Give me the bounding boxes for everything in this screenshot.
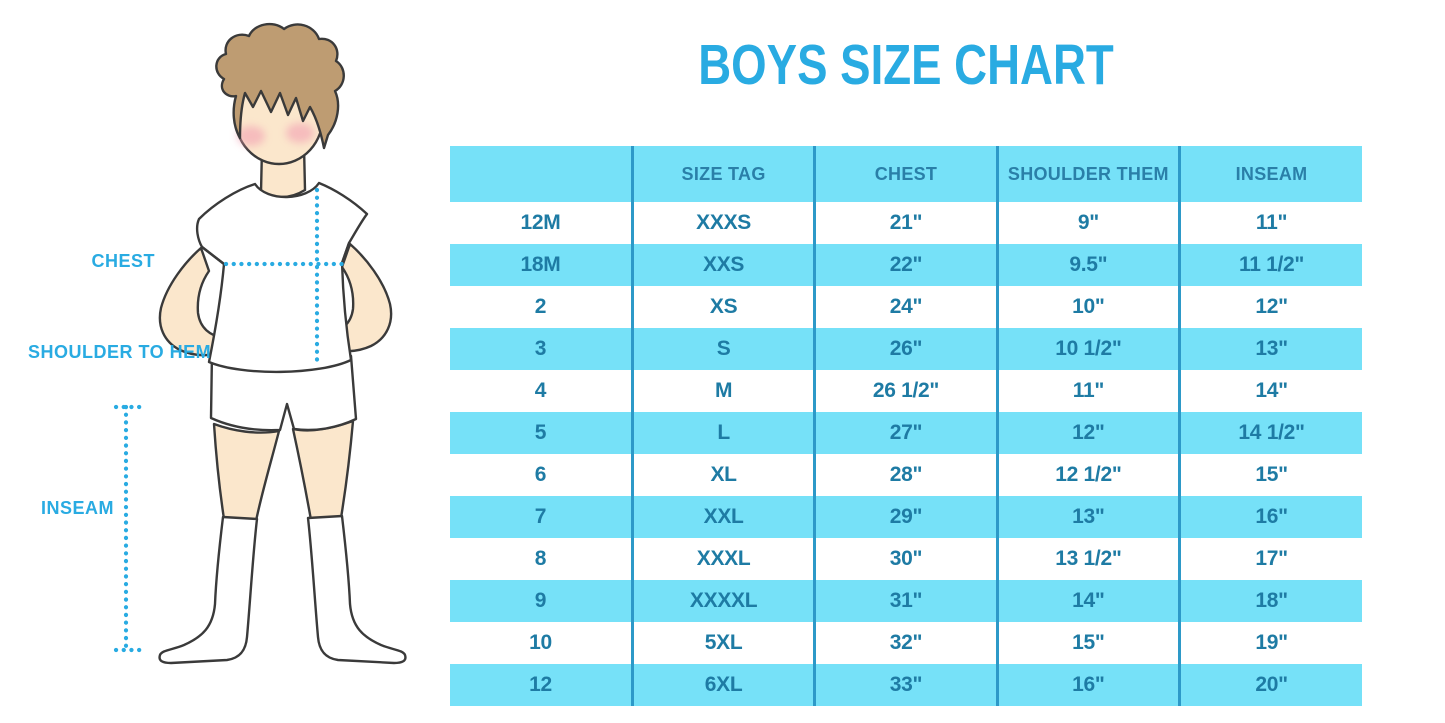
cell-age: 10 xyxy=(529,631,552,654)
cell-inseam: 11" xyxy=(1178,202,1362,244)
cell-size-tag: XXXL xyxy=(630,538,815,580)
cell-shoulder-hem: 13 1/2" xyxy=(995,538,1180,580)
cell-shoulder-hem: 12 1/2" xyxy=(995,454,1180,496)
boy-illustration-svg xyxy=(113,22,407,665)
cell-chest: 31" xyxy=(813,580,998,622)
cell-age: 18M xyxy=(450,244,633,286)
cell-shoulder-hem: 14" xyxy=(995,580,1180,622)
right-sleeve-seam xyxy=(340,241,351,265)
cell-shoulder-hem: 15" xyxy=(995,622,1180,664)
cell-inseam: 11 1/2" xyxy=(1178,244,1362,286)
cell-size-tag: XXS xyxy=(630,244,815,286)
cell-size-tag: L xyxy=(630,412,815,454)
cell-inseam: 18" xyxy=(1178,580,1362,622)
cell-inseam: 20" xyxy=(1178,664,1362,706)
cell-size-tag: S xyxy=(630,328,815,370)
table-row: 3 S 26" 10 1/2" 13" xyxy=(450,328,1362,370)
cell-size-tag: XXXXL xyxy=(630,580,815,622)
table-row: 12M XXXS 21" 9" 11" xyxy=(450,202,1362,244)
cell-chest: 26" xyxy=(813,328,998,370)
cell-chest: 27" xyxy=(813,412,998,454)
table-row: 18M XXS 22" 9.5" 11 1/2" xyxy=(450,244,1362,286)
cell-inseam: 12" xyxy=(1178,286,1362,328)
header-cell-size-tag: SIZE TAG xyxy=(630,146,815,202)
blush-right xyxy=(286,123,314,143)
cell-chest: 32" xyxy=(813,622,998,664)
table-row: 4 M 26 1/2" 11" 14" xyxy=(450,370,1362,412)
left-sleeve-seam xyxy=(200,245,226,266)
cell-size-tag: XXXS xyxy=(630,202,815,244)
cell-chest: 26 1/2" xyxy=(813,370,998,412)
table-row: 8 XXXL 30" 13 1/2" 17" xyxy=(450,538,1362,580)
header-cell-chest: CHEST xyxy=(813,146,998,202)
cell-chest: 30" xyxy=(813,538,998,580)
cell-inseam: 19" xyxy=(1178,622,1362,664)
cell-inseam: 17" xyxy=(1178,538,1362,580)
cell-shoulder-hem: 11" xyxy=(995,370,1180,412)
header-row: SIZE TAG CHEST SHOULDER THEM INSEAM xyxy=(450,146,1362,202)
left-arm xyxy=(158,246,226,357)
t-shirt xyxy=(195,181,369,374)
cell-chest: 22" xyxy=(813,244,998,286)
cell-chest: 29" xyxy=(813,496,998,538)
cell-age: 6 xyxy=(534,463,547,486)
shoulder-to-hem-label: SHOULDER TO HEM xyxy=(28,342,212,362)
boy-illustration: CHEST SHOULDER TO HEM INSEAM xyxy=(0,0,440,723)
blush-left xyxy=(237,126,265,146)
size-table: SIZE TAG CHEST SHOULDER THEM INSEAM 12M … xyxy=(450,146,1362,706)
cell-shoulder-hem: 9" xyxy=(995,202,1180,244)
cell-shoulder-hem: 16" xyxy=(995,664,1180,706)
cell-size-tag: XXL xyxy=(630,496,815,538)
cell-shoulder-hem: 9.5" xyxy=(995,244,1180,286)
chest-label: CHEST xyxy=(91,251,155,271)
inseam-label: INSEAM xyxy=(41,498,115,518)
cell-size-tag: XL xyxy=(630,454,815,496)
cell-inseam: 14" xyxy=(1178,370,1362,412)
cell-shoulder-hem: 10 1/2" xyxy=(995,328,1180,370)
header-cell-shoulder-hem: SHOULDER THEM xyxy=(995,146,1180,202)
cell-size-tag: M xyxy=(630,370,815,412)
size-table-body: 12M XXXS 21" 9" 11" 18M XXS 22" 9.5" 11 … xyxy=(450,202,1362,706)
table-row: 5 L 27" 12" 14 1/2" xyxy=(450,412,1362,454)
left-leg xyxy=(212,422,281,523)
size-table-head: SIZE TAG CHEST SHOULDER THEM INSEAM xyxy=(450,146,1362,202)
cell-age: 9 xyxy=(450,580,633,622)
cell-shoulder-hem: 13" xyxy=(995,496,1180,538)
cell-shoulder-hem: 10" xyxy=(995,286,1180,328)
cell-inseam: 16" xyxy=(1178,496,1362,538)
cell-inseam: 13" xyxy=(1178,328,1362,370)
cell-age: 5 xyxy=(450,412,633,454)
table-row: 9 XXXXL 31" 14" 18" xyxy=(450,580,1362,622)
cell-chest: 21" xyxy=(813,202,998,244)
cell-age: 2 xyxy=(534,295,547,318)
cell-age: 4 xyxy=(534,379,547,402)
table-row: 7 XXL 29" 13" 16" xyxy=(450,496,1362,538)
cell-size-tag: XS xyxy=(630,286,815,328)
cell-age: 7 xyxy=(450,496,633,538)
header-cell-inseam: INSEAM xyxy=(1178,146,1362,202)
table-row: 6 XL 28" 12 1/2" 15" xyxy=(450,454,1362,496)
page-title: BOYS SIZE CHART xyxy=(698,33,1114,97)
table-row: 12 6XL 33" 16" 20" xyxy=(450,664,1362,706)
cell-inseam: 14 1/2" xyxy=(1178,412,1362,454)
cell-age: 12 xyxy=(450,664,633,706)
cell-age: 12M xyxy=(520,211,561,234)
cell-age: 3 xyxy=(450,328,633,370)
cell-size-tag: 6XL xyxy=(630,664,815,706)
header-cell-age xyxy=(450,146,633,202)
cell-chest: 24" xyxy=(813,286,998,328)
cell-size-tag: 5XL xyxy=(630,622,815,664)
right-sock xyxy=(306,514,407,665)
cell-chest: 28" xyxy=(813,454,998,496)
cell-chest: 33" xyxy=(813,664,998,706)
cell-inseam: 15" xyxy=(1178,454,1362,496)
table-row: 2 XS 24" 10" 12" xyxy=(450,286,1362,328)
table-row: 10 5XL 32" 15" 19" xyxy=(450,622,1362,664)
cell-age: 8 xyxy=(534,547,547,570)
hair xyxy=(215,22,345,150)
cell-shoulder-hem: 12" xyxy=(995,412,1180,454)
right-leg xyxy=(291,419,355,522)
left-sock xyxy=(158,515,259,665)
